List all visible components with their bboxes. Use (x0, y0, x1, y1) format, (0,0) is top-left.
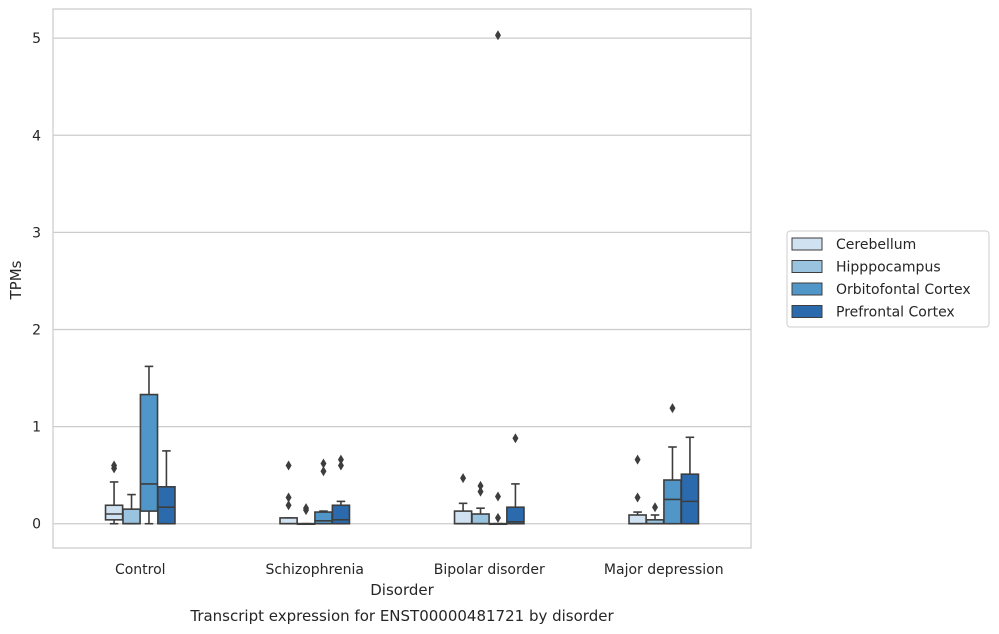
legend-swatch (791, 305, 823, 318)
x-tick-label: Control (115, 562, 166, 578)
box-iqr (314, 511, 333, 525)
box-cerebellum (104, 460, 124, 525)
outlier-point (303, 503, 310, 514)
y-tick-label: 3 (32, 225, 41, 241)
box-hipppocampus (122, 493, 141, 525)
x-axis-label: Disorder (370, 581, 434, 599)
box-prefrontal-cortex (680, 436, 700, 525)
outlier-point (337, 460, 344, 471)
boxes (104, 30, 700, 526)
box-orbitofontal-cortex (139, 365, 159, 525)
outlier-point (477, 486, 484, 497)
box-prefrontal-cortex (331, 454, 351, 525)
y-tick-label: 1 (32, 420, 41, 436)
box-hipppocampus (645, 502, 665, 525)
chart-caption: Transcript expression for ENST0000048172… (189, 607, 614, 625)
box-iqr (122, 508, 141, 525)
box-cerebellum (279, 460, 298, 525)
box-iqr (157, 486, 176, 525)
plot-background (53, 9, 751, 548)
box-hipppocampus (471, 480, 490, 525)
y-axis-label: TPMs (7, 260, 25, 300)
box-iqr (663, 479, 682, 525)
outlier-point (652, 502, 659, 513)
outlier-point (285, 492, 292, 503)
y-tick-label: 2 (32, 322, 41, 338)
legend-swatch (791, 260, 823, 273)
x-tick-label: Schizophrenia (266, 562, 364, 578)
y-tick-label: 4 (32, 128, 41, 144)
legend-frame (786, 230, 990, 328)
box-iqr (680, 473, 700, 525)
outlier-point (285, 460, 292, 471)
x-tick-label: Bipolar disorder (434, 562, 545, 578)
plot-frame (52, 8, 752, 549)
legend-item: Hipppocampus (791, 260, 941, 276)
box-iqr (104, 504, 124, 521)
outlier-point (512, 433, 519, 444)
y-tick-labels: 0 1 2 3 4 5 (32, 31, 41, 533)
outlier-point (634, 454, 641, 465)
outlier-point (494, 491, 501, 502)
legend-label: Hipppocampus (836, 260, 941, 276)
outlier-point (285, 500, 292, 511)
box-orbitofontal-cortex (663, 403, 682, 525)
box-prefrontal-cortex (157, 450, 176, 525)
box-prefrontal-cortex (506, 433, 525, 525)
x-tick-label: Major depression (604, 562, 724, 578)
box-orbitofontal-cortex (314, 458, 333, 525)
box-iqr (628, 514, 647, 525)
outlier-point (494, 30, 501, 41)
outlier-point (634, 492, 641, 503)
legend-item: Orbitofontal Cortex (791, 282, 971, 298)
outlier-point (337, 454, 344, 465)
outlier-point (320, 466, 327, 477)
box-cerebellum (628, 454, 647, 525)
outlier-point (494, 512, 501, 523)
outlier-point (460, 473, 467, 484)
outlier-point (111, 460, 118, 471)
legend-label: Orbitofontal Cortex (836, 282, 971, 298)
legend-label: Prefrontal Cortex (836, 305, 955, 321)
box-cerebellum (453, 473, 473, 525)
outlier-point (477, 480, 484, 491)
y-tick-label: 0 (32, 517, 41, 533)
box-iqr (471, 513, 490, 525)
outlier-point (669, 403, 676, 414)
outlier-point (320, 458, 327, 469)
box-iqr (139, 393, 159, 512)
legend-label: Cerebellum (836, 237, 916, 253)
legend-swatch (791, 282, 823, 296)
legend-item: Prefrontal Cortex (791, 305, 955, 321)
box-iqr (279, 517, 298, 525)
box-iqr (331, 504, 351, 525)
legend-swatch (791, 237, 823, 251)
y-tick-label: 5 (32, 31, 41, 47)
box-iqr (453, 510, 473, 525)
legend-item: Cerebellum (791, 237, 916, 253)
x-tick-labels: Control Schizophrenia Bipolar disorder Majo… (115, 562, 724, 578)
box-iqr (506, 506, 525, 525)
legend: Cerebellum Hipppocampus Orbitofontal Corte… (786, 230, 990, 328)
